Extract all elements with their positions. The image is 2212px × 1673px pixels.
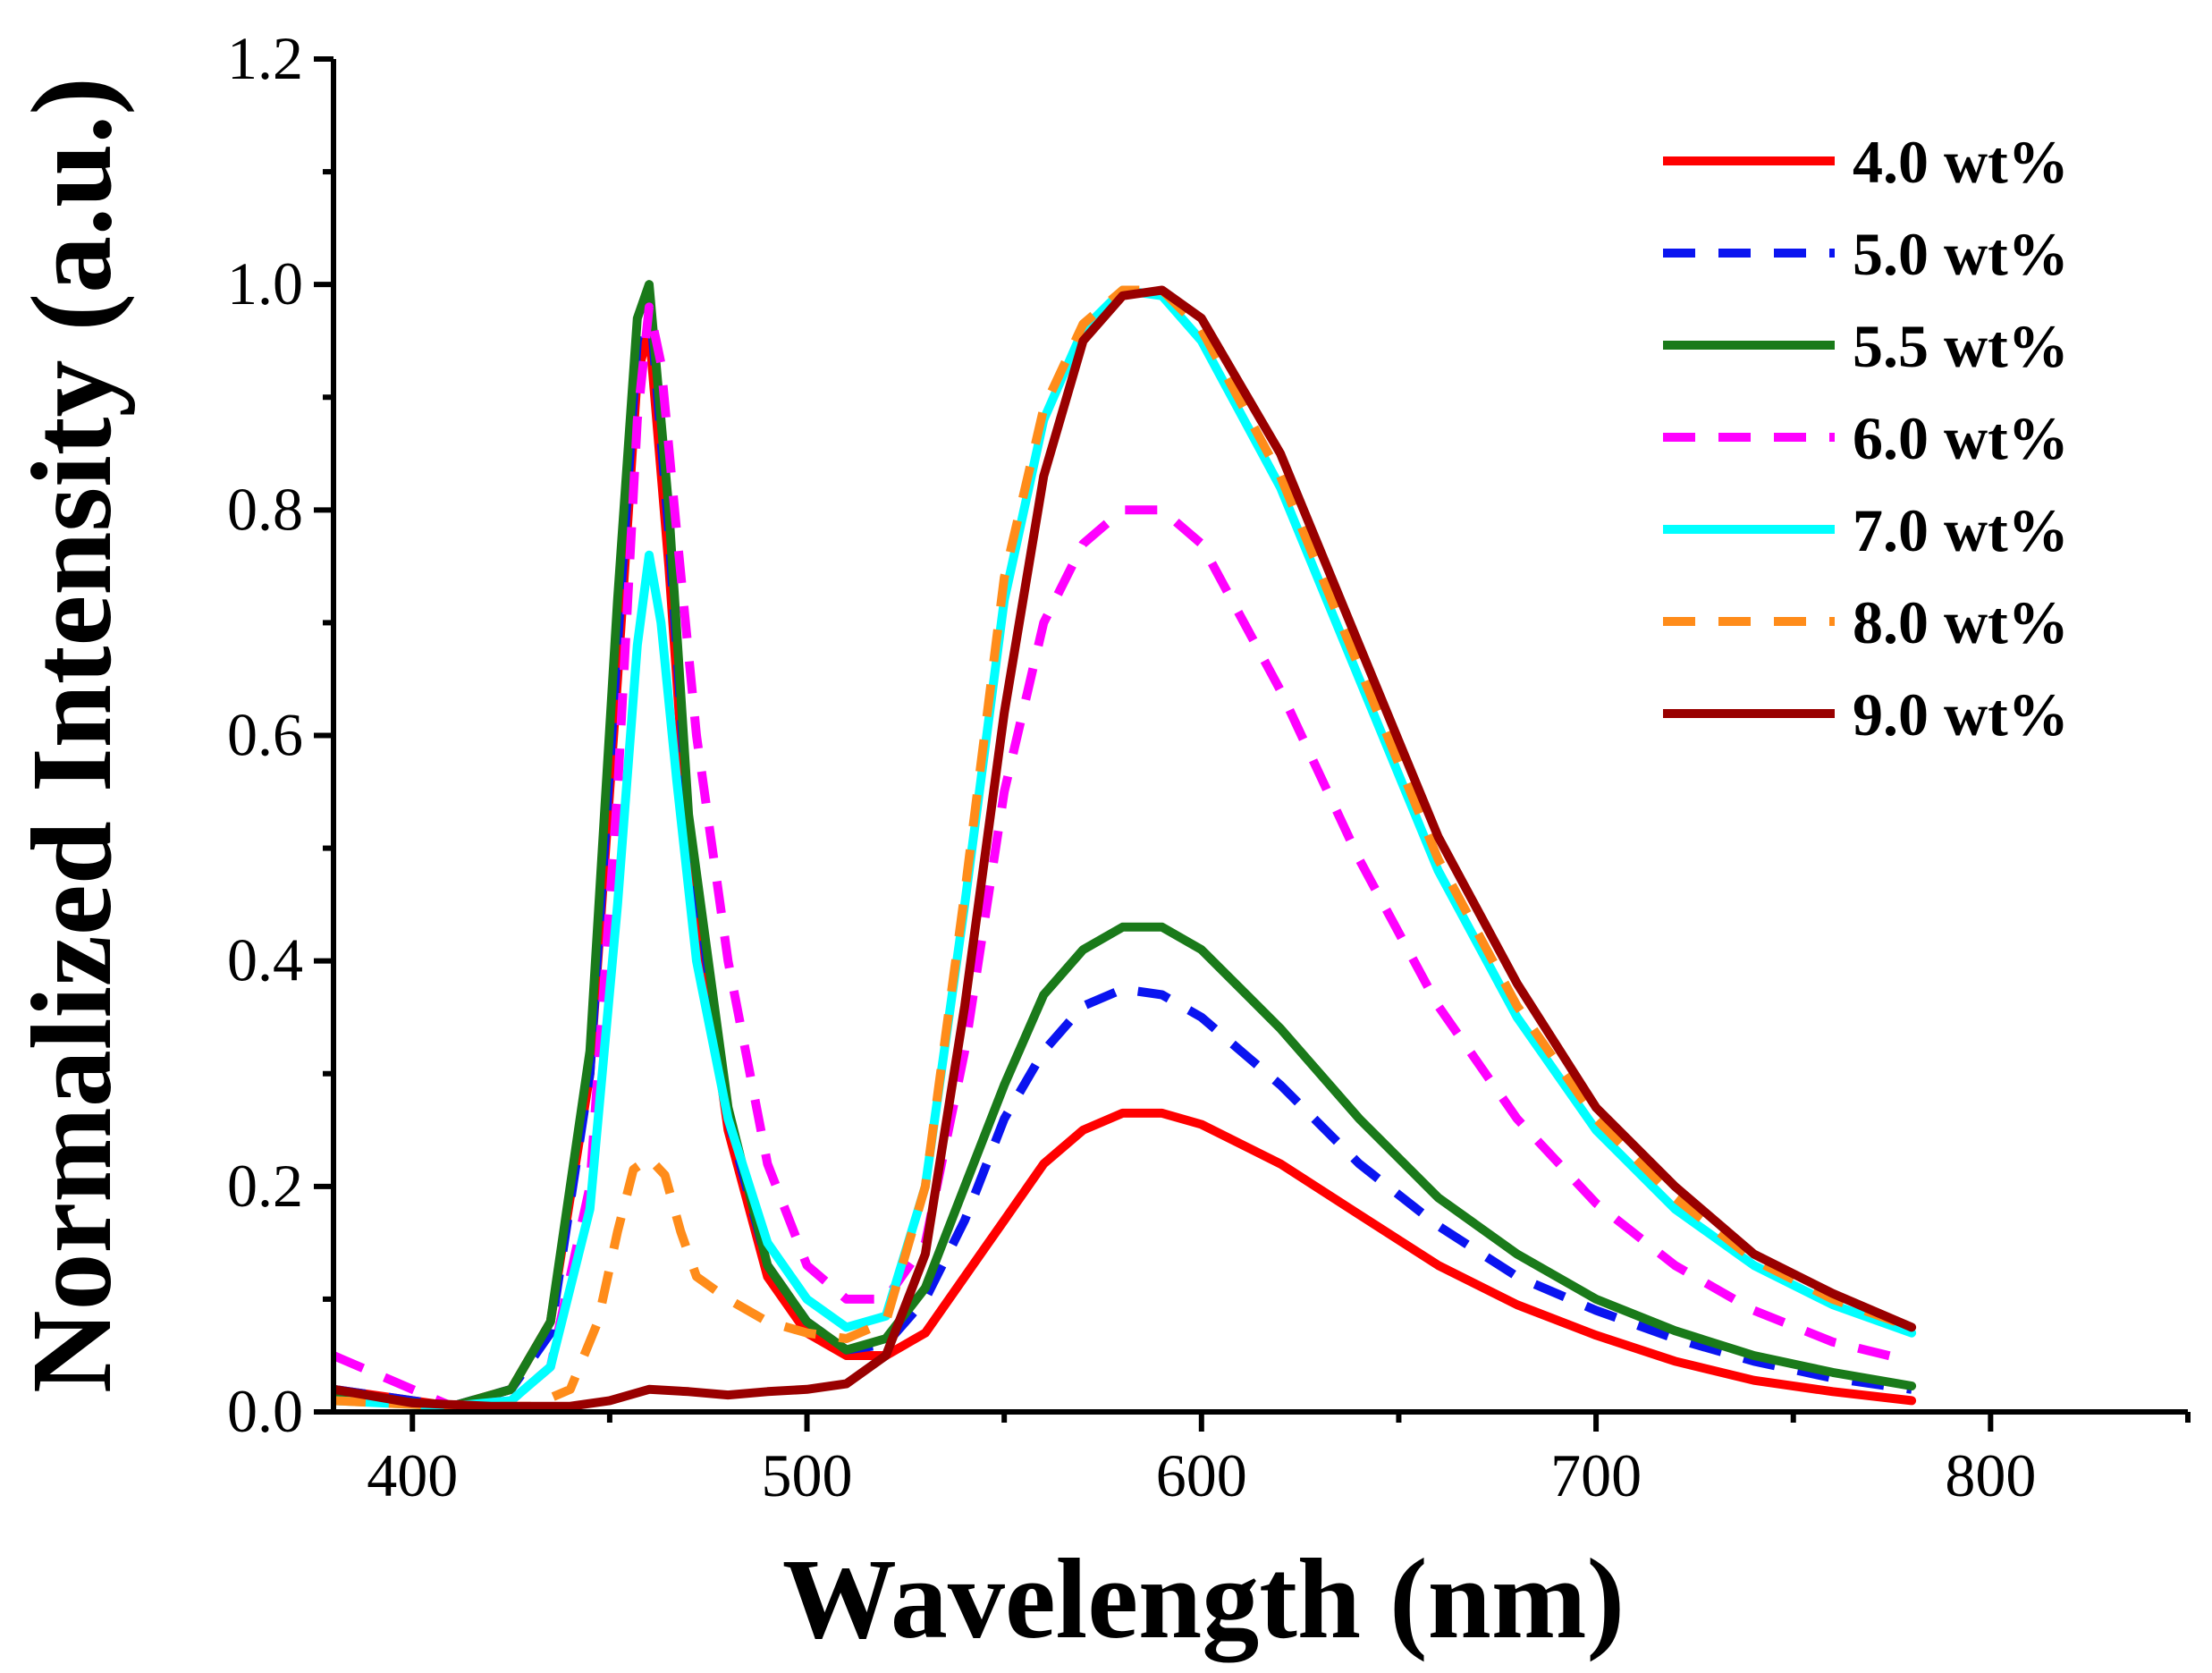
y-tick-label: 0.8 bbox=[227, 475, 303, 543]
series-line-6 bbox=[333, 285, 1913, 1411]
x-tick-label: 500 bbox=[762, 1441, 853, 1509]
y-tick-label: 0.6 bbox=[227, 701, 303, 769]
y-tick-label: 0.2 bbox=[227, 1152, 303, 1220]
series-line-3 bbox=[333, 280, 1917, 1411]
x-tick-label: 400 bbox=[367, 1441, 458, 1509]
legend-label-1: 4.0 wt% bbox=[1853, 128, 2069, 196]
y-tick-label: 1.0 bbox=[227, 249, 303, 317]
series-line-7 bbox=[333, 285, 1917, 1411]
legend: 4.0 wt% 5.0 wt% 5.5 wt% 6.0 wt% 7.0 wt% 8.0 w… bbox=[1663, 128, 2069, 748]
axis-layer: 0.0 0.2 0.4 0.6 0.8 1.0 1.2 400 500 600 700 800 bbox=[227, 24, 2191, 1509]
y-tick-label: 1.2 bbox=[227, 24, 303, 92]
x-axis-title: Wavelength (nm) bbox=[782, 1535, 1625, 1662]
series-line-2 bbox=[333, 291, 1912, 1411]
legend-label-4: 6.0 wt% bbox=[1853, 404, 2069, 472]
x-tick-label: 700 bbox=[1550, 1441, 1642, 1509]
y-tick-label: 0.4 bbox=[227, 926, 303, 994]
legend-label-6: 8.0 wt% bbox=[1853, 588, 2069, 656]
x-tick-label: 600 bbox=[1156, 1441, 1247, 1509]
y-axis-title: Normalized Intensity (a.u.) bbox=[8, 77, 135, 1393]
legend-label-3: 5.5 wt% bbox=[1853, 312, 2069, 380]
legend-label-5: 7.0 wt% bbox=[1853, 496, 2069, 564]
y-tick-label: 0.0 bbox=[227, 1377, 303, 1445]
legend-label-7: 9.0 wt% bbox=[1853, 680, 2069, 748]
x-tick-label: 800 bbox=[1945, 1441, 2036, 1509]
series-layer bbox=[333, 280, 1917, 1411]
legend-label-2: 5.0 wt% bbox=[1853, 220, 2069, 288]
